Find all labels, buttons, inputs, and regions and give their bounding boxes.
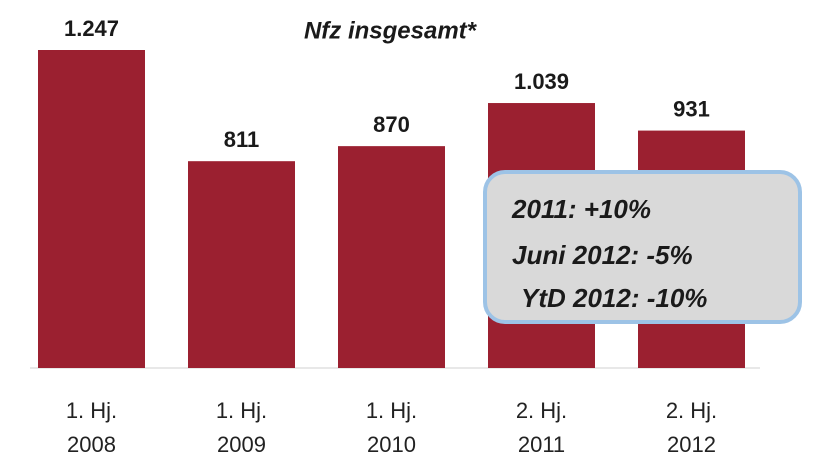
x-tick-label: 2011 [518,432,565,457]
x-tick-label: 2010 [367,432,416,457]
annotation-box [483,170,802,324]
bar [188,161,295,368]
x-tick-label: 1. Hj. [366,398,417,423]
value-label: 811 [224,127,260,152]
x-tick-label: 2012 [667,432,716,457]
x-tick-label: 2. Hj. [516,398,567,423]
x-tick-label: 2009 [217,432,266,457]
annotation: YtD 2012: -10% [521,283,707,313]
x-tick-label: 2008 [67,432,116,457]
chart-title: Nfz insgesamt* [304,17,478,44]
bar [38,50,145,368]
x-tick-label: 2. Hj. [666,398,717,423]
value-label: 931 [673,96,710,121]
annotation: 2011: +10% [511,194,651,224]
value-label: 870 [373,112,410,137]
bar [338,146,445,368]
x-tick-label: 1. Hj. [66,398,117,423]
value-label: 1.247 [64,16,119,41]
x-tick-label: 1. Hj. [216,398,267,423]
value-label: 1.039 [514,69,569,94]
annotation: Juni 2012: -5% [512,240,693,270]
